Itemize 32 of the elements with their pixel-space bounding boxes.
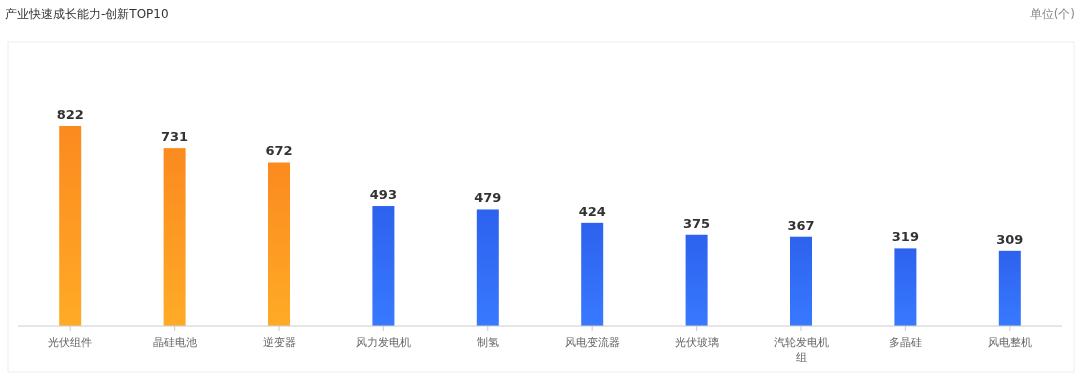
data-label: 479 (474, 190, 502, 206)
x-tick-label: 逆变器 (262, 336, 296, 349)
data-label: 319 (891, 229, 919, 245)
x-tick-label: 多晶硅 (888, 336, 922, 349)
x-tick-label: 汽轮发电机组 (773, 336, 829, 364)
bar (372, 206, 395, 326)
data-label: 367 (787, 217, 815, 233)
x-tick-label: 制氢 (476, 336, 499, 349)
data-label: 493 (369, 187, 397, 203)
data-label: 731 (161, 129, 189, 145)
x-tick-label: 光伏玻璃 (674, 336, 719, 349)
x-tick-label: 光伏组件 (48, 336, 93, 349)
bar (685, 234, 708, 326)
x-tick-label: 风力发电机 (355, 336, 411, 349)
bar (790, 236, 812, 326)
x-tick-label: 晶硅电池 (152, 336, 197, 349)
bar (163, 148, 186, 326)
bar (59, 126, 82, 326)
bar (476, 209, 499, 326)
x-tick-label: 风电整机 (987, 336, 1032, 349)
data-label: 672 (265, 143, 293, 159)
data-label: 424 (578, 203, 606, 219)
text: 单位(个) (1029, 7, 1075, 21)
x-tick-label: 风电变流器 (564, 336, 620, 349)
bar (894, 248, 917, 326)
data-label: 822 (56, 107, 84, 122)
bar (581, 222, 604, 326)
data-label: 309 (996, 231, 1024, 247)
bar (268, 162, 290, 326)
chart-title: 产业快速成长能力-创新TOP10 (5, 7, 169, 21)
data-label: 375 (683, 215, 711, 231)
bar (998, 250, 1021, 326)
